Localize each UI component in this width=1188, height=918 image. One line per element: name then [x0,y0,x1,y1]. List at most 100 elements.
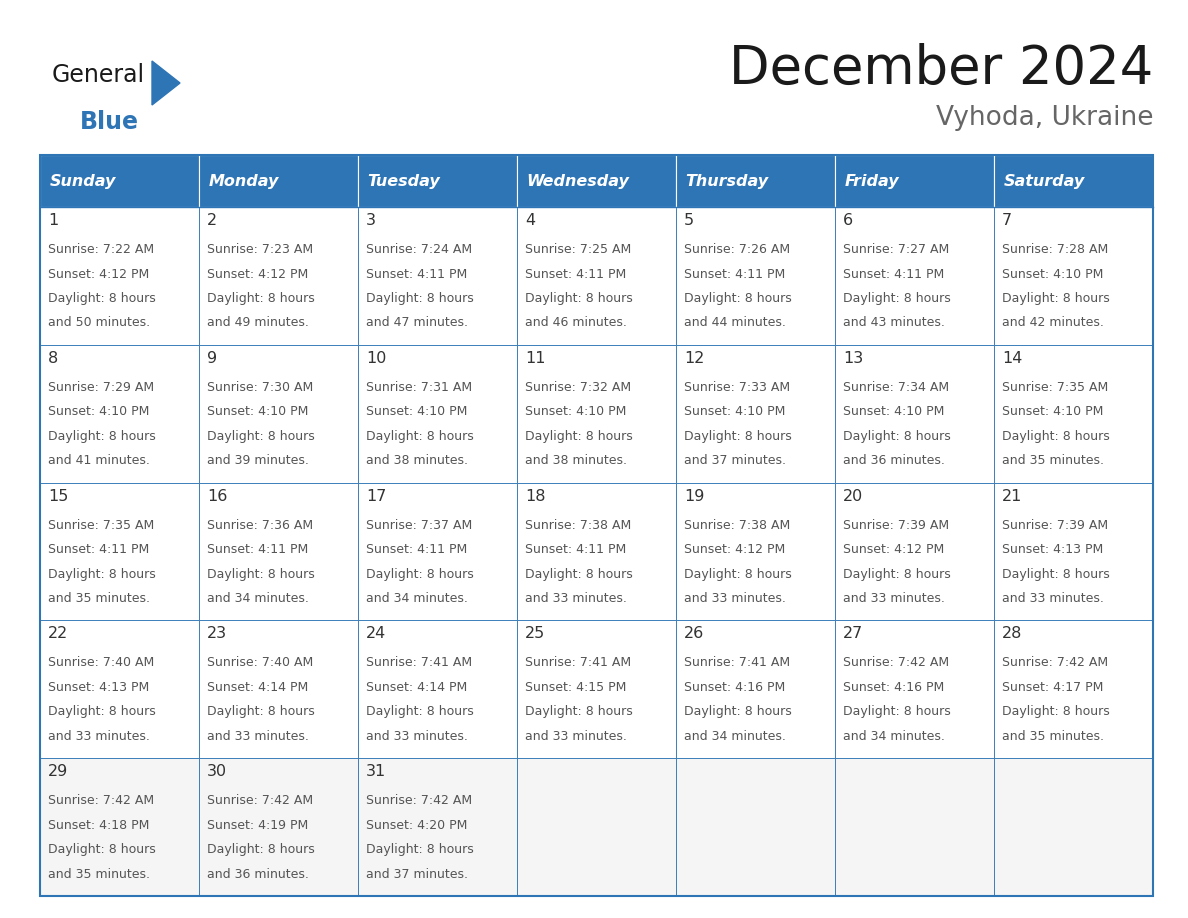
Bar [676,483,835,621]
Text: 29: 29 [48,764,68,779]
Polygon shape [152,61,181,105]
Bar [835,621,994,758]
Text: Daylight: 8 hours: Daylight: 8 hours [366,844,474,856]
Bar [835,155,994,207]
Text: Daylight: 8 hours: Daylight: 8 hours [48,844,156,856]
Text: Daylight: 8 hours: Daylight: 8 hours [843,430,950,442]
Bar [358,207,517,345]
Text: Daylight: 8 hours: Daylight: 8 hours [48,567,156,580]
Text: Sunset: 4:18 PM: Sunset: 4:18 PM [48,819,150,832]
Bar [358,621,517,758]
Bar [40,483,200,621]
Text: Sunset: 4:14 PM: Sunset: 4:14 PM [207,681,308,694]
Text: 10: 10 [366,351,386,365]
Text: and 33 minutes.: and 33 minutes. [525,730,627,743]
Text: and 35 minutes.: and 35 minutes. [48,868,150,880]
Text: Sunrise: 7:36 AM: Sunrise: 7:36 AM [207,519,314,532]
Bar [994,345,1154,483]
Text: Monday: Monday [209,174,279,188]
Text: and 49 minutes.: and 49 minutes. [207,317,309,330]
Text: 30: 30 [207,764,227,779]
Text: Sunset: 4:11 PM: Sunset: 4:11 PM [366,267,467,281]
Text: Sunrise: 7:33 AM: Sunrise: 7:33 AM [684,381,790,394]
Text: and 35 minutes.: and 35 minutes. [1001,730,1104,743]
Text: Sunset: 4:10 PM: Sunset: 4:10 PM [366,406,467,419]
Bar [676,207,835,345]
Text: Sunrise: 7:41 AM: Sunrise: 7:41 AM [366,656,472,669]
Text: 26: 26 [684,626,704,642]
Text: Sunset: 4:11 PM: Sunset: 4:11 PM [684,267,785,281]
Bar [517,483,676,621]
Text: Wednesday: Wednesday [526,174,630,188]
Text: and 33 minutes.: and 33 minutes. [843,592,944,605]
Text: and 38 minutes.: and 38 minutes. [366,454,468,467]
Text: Daylight: 8 hours: Daylight: 8 hours [366,430,474,442]
Text: and 47 minutes.: and 47 minutes. [366,317,468,330]
Text: 7: 7 [1001,213,1012,228]
Text: 17: 17 [366,488,386,504]
Text: 31: 31 [366,764,386,779]
Text: Vyhoda, Ukraine: Vyhoda, Ukraine [935,105,1154,131]
Text: Daylight: 8 hours: Daylight: 8 hours [207,567,315,580]
Text: Daylight: 8 hours: Daylight: 8 hours [525,430,633,442]
Text: and 33 minutes.: and 33 minutes. [684,592,785,605]
Text: Daylight: 8 hours: Daylight: 8 hours [207,292,315,305]
Bar [200,758,358,896]
Bar [200,621,358,758]
Text: Sunrise: 7:23 AM: Sunrise: 7:23 AM [207,243,314,256]
Text: Sunset: 4:10 PM: Sunset: 4:10 PM [48,406,150,419]
Bar [358,483,517,621]
Bar [40,758,200,896]
Text: Sunrise: 7:38 AM: Sunrise: 7:38 AM [684,519,790,532]
Text: and 35 minutes.: and 35 minutes. [48,592,150,605]
Text: 15: 15 [48,488,69,504]
Text: 11: 11 [525,351,545,365]
Text: Sunset: 4:17 PM: Sunset: 4:17 PM [1001,681,1104,694]
Text: Sunrise: 7:40 AM: Sunrise: 7:40 AM [48,656,154,669]
Text: Sunset: 4:12 PM: Sunset: 4:12 PM [48,267,150,281]
Text: 1: 1 [48,213,58,228]
Text: General: General [52,63,145,87]
Text: Sunrise: 7:28 AM: Sunrise: 7:28 AM [1001,243,1108,256]
Text: Daylight: 8 hours: Daylight: 8 hours [366,705,474,719]
Text: 25: 25 [525,626,545,642]
Text: 14: 14 [1001,351,1023,365]
Text: Sunset: 4:12 PM: Sunset: 4:12 PM [207,267,308,281]
Text: and 50 minutes.: and 50 minutes. [48,317,150,330]
Bar [358,155,517,207]
Text: Sunset: 4:10 PM: Sunset: 4:10 PM [1001,406,1104,419]
Bar [40,155,200,207]
Bar [358,758,517,896]
Text: Sunrise: 7:35 AM: Sunrise: 7:35 AM [48,519,154,532]
Bar [40,155,1154,896]
Bar [994,621,1154,758]
Bar [676,155,835,207]
Bar [40,345,200,483]
Bar [517,207,676,345]
Text: and 34 minutes.: and 34 minutes. [684,730,785,743]
Text: and 44 minutes.: and 44 minutes. [684,317,785,330]
Text: and 33 minutes.: and 33 minutes. [207,730,309,743]
Text: 4: 4 [525,213,535,228]
Text: Sunset: 4:11 PM: Sunset: 4:11 PM [525,267,626,281]
Text: Daylight: 8 hours: Daylight: 8 hours [525,705,633,719]
Text: Sunrise: 7:42 AM: Sunrise: 7:42 AM [843,656,949,669]
Text: Sunrise: 7:42 AM: Sunrise: 7:42 AM [48,794,154,807]
Text: Daylight: 8 hours: Daylight: 8 hours [684,567,791,580]
Text: Tuesday: Tuesday [367,174,441,188]
Text: Saturday: Saturday [1004,174,1085,188]
Text: Sunrise: 7:24 AM: Sunrise: 7:24 AM [366,243,472,256]
Text: 16: 16 [207,488,227,504]
Text: Sunrise: 7:26 AM: Sunrise: 7:26 AM [684,243,790,256]
Text: 3: 3 [366,213,375,228]
Text: Daylight: 8 hours: Daylight: 8 hours [1001,292,1110,305]
Text: Daylight: 8 hours: Daylight: 8 hours [48,292,156,305]
Text: Daylight: 8 hours: Daylight: 8 hours [207,705,315,719]
Bar [835,758,994,896]
Text: 21: 21 [1001,488,1023,504]
Bar [676,345,835,483]
Text: 18: 18 [525,488,545,504]
Bar [994,758,1154,896]
Text: Sunset: 4:10 PM: Sunset: 4:10 PM [207,406,309,419]
Text: Sunset: 4:12 PM: Sunset: 4:12 PM [843,543,944,556]
